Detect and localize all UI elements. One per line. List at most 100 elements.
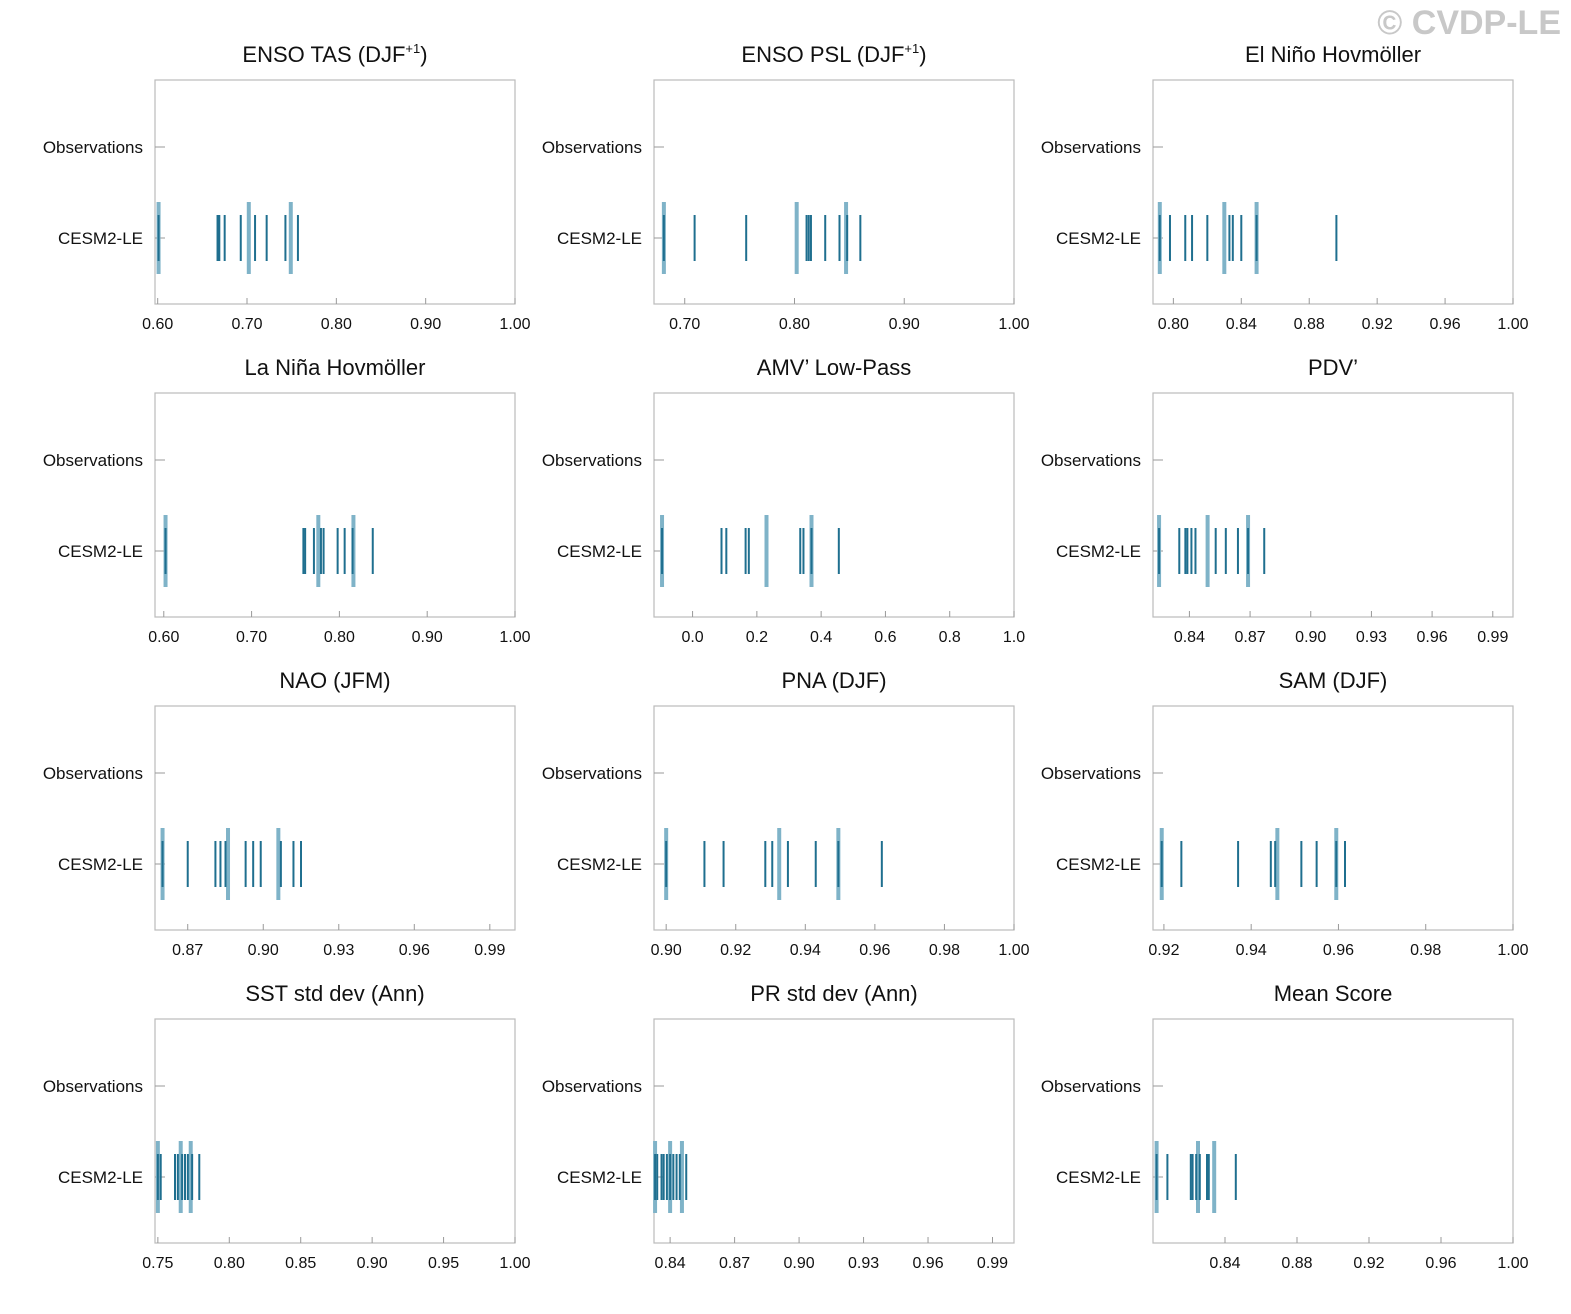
x-tick-label: 0.99 <box>1477 629 1508 646</box>
x-tick-label: 0.80 <box>321 316 352 333</box>
x-tick-label: 0.99 <box>977 1255 1008 1272</box>
row-label-model: CESM2-LE <box>58 1168 143 1187</box>
x-tick-label: 1.00 <box>499 316 530 333</box>
x-tick-label: 0.2 <box>746 629 768 646</box>
strip-chart-3: El Niño Hovmöller Observations CESM2-LE 0.8… <box>1041 42 1529 333</box>
row-label-observations: Observations <box>43 451 143 470</box>
x-tick-label: 0.0 <box>681 629 703 646</box>
x-tick-label: 0.93 <box>323 942 354 959</box>
x-tick-label: 1.0 <box>1003 629 1025 646</box>
x-tick-label: 0.96 <box>912 1255 943 1272</box>
x-tick-label: 0.84 <box>1209 1255 1240 1272</box>
row-label-observations: Observations <box>1041 764 1141 783</box>
row-label-model: CESM2-LE <box>1056 542 1141 561</box>
x-tick-label: 0.90 <box>1295 629 1326 646</box>
row-label-observations: Observations <box>1041 451 1141 470</box>
x-tick-label: 0.88 <box>1294 316 1325 333</box>
x-tick-label: 0.92 <box>1362 316 1393 333</box>
x-tick-label: 0.87 <box>1235 629 1266 646</box>
chart-title: Mean Score <box>1274 981 1393 1006</box>
x-tick-label: 0.94 <box>790 942 821 959</box>
row-label-model: CESM2-LE <box>557 855 642 874</box>
x-tick-label: 0.85 <box>285 1255 316 1272</box>
x-tick-label: 0.80 <box>779 316 810 333</box>
chart-title-text: PDV’ <box>1308 355 1358 380</box>
x-tick-label: 0.80 <box>324 629 355 646</box>
plot-frame <box>154 705 516 931</box>
row-label-model: CESM2-LE <box>1056 855 1141 874</box>
x-tick-label: 1.00 <box>998 316 1029 333</box>
chart-title: ENSO TAS (DJF+1) <box>242 41 427 67</box>
plot-frame <box>1152 1018 1514 1244</box>
x-tick-label: 0.92 <box>720 942 751 959</box>
x-tick-label: 0.96 <box>1417 629 1448 646</box>
x-tick-label: 0.93 <box>1356 629 1387 646</box>
x-tick-label: 0.98 <box>1410 942 1441 959</box>
x-tick-label: 0.96 <box>1430 316 1461 333</box>
x-tick-label: 0.92 <box>1353 1255 1384 1272</box>
chart-title-text: SST std dev (Ann) <box>245 981 424 1006</box>
x-tick-label: 0.80 <box>214 1255 245 1272</box>
strip-chart-9: SAM (DJF) Observations CESM2-LE 0.92 0.94 0.9… <box>1041 668 1529 959</box>
chart-title-text: SAM (DJF) <box>1279 668 1388 693</box>
strip-chart-11: PR std dev (Ann) Observations CESM2-LE 0.84… <box>542 981 1015 1272</box>
row-label-model: CESM2-LE <box>1056 229 1141 248</box>
x-tick-label: 1.00 <box>499 629 530 646</box>
x-tick-label: 0.87 <box>719 1255 750 1272</box>
x-tick-label: 0.90 <box>248 942 279 959</box>
x-tick-label: 0.92 <box>1148 942 1179 959</box>
watermark: © CVDP-LE <box>1377 4 1561 42</box>
plot-frame <box>154 79 516 305</box>
plot-frame <box>653 79 1015 305</box>
x-tick-label: 1.00 <box>1497 1255 1528 1272</box>
row-label-observations: Observations <box>43 764 143 783</box>
chart-title: NAO (JFM) <box>279 668 390 693</box>
row-label-model: CESM2-LE <box>1056 1168 1141 1187</box>
x-tick-label: 0.94 <box>1236 942 1267 959</box>
x-tick-label: 0.98 <box>929 942 960 959</box>
x-tick-label: 0.90 <box>784 1255 815 1272</box>
x-tick-label: 0.8 <box>939 629 961 646</box>
chart-title-text: El Niño Hovmöller <box>1245 42 1421 67</box>
row-label-observations: Observations <box>1041 1077 1141 1096</box>
x-tick-label: 0.95 <box>428 1255 459 1272</box>
row-label-model: CESM2-LE <box>58 229 143 248</box>
chart-title-text: Mean Score <box>1274 981 1393 1006</box>
x-tick-label: 0.90 <box>889 316 920 333</box>
chart-title: El Niño Hovmöller <box>1245 42 1421 67</box>
row-label-observations: Observations <box>542 451 642 470</box>
x-tick-label: 0.84 <box>1174 629 1205 646</box>
strip-chart-5: AMV’ Low-Pass Observations CESM2-LE 0.0 0.2 0… <box>542 355 1025 646</box>
plot-frame <box>1152 79 1514 305</box>
strip-chart-2: ENSO PSL (DJF+1) Observations CESM2-LE 0.70… <box>542 41 1030 333</box>
x-tick-label: 0.96 <box>1323 942 1354 959</box>
chart-title: SAM (DJF) <box>1279 668 1388 693</box>
x-tick-label: 1.00 <box>1497 316 1528 333</box>
x-tick-label: 0.84 <box>655 1255 686 1272</box>
x-tick-label: 1.00 <box>1497 942 1528 959</box>
x-tick-label: 0.6 <box>874 629 896 646</box>
strip-chart-1: ENSO TAS (DJF+1) Observations CESM2-LE 0.60… <box>43 41 531 333</box>
strip-chart-6: PDV’ Observations CESM2-LE 0.84 0.87 0.90 0.93… <box>1041 355 1514 646</box>
chart-title-text: ENSO TAS (DJF <box>242 42 405 67</box>
chart-title-superscript: +1 <box>904 41 919 56</box>
row-label-observations: Observations <box>542 138 642 157</box>
chart-title-suffix: ) <box>919 42 926 67</box>
plot-frame <box>1152 705 1514 931</box>
x-tick-label: 0.96 <box>399 942 430 959</box>
row-label-observations: Observations <box>542 1077 642 1096</box>
x-tick-label: 0.93 <box>848 1255 879 1272</box>
row-label-model: CESM2-LE <box>58 855 143 874</box>
chart-title: PNA (DJF) <box>781 668 886 693</box>
plot-frame <box>1152 392 1514 618</box>
plot-frame <box>154 392 516 618</box>
row-label-model: CESM2-LE <box>557 542 642 561</box>
x-tick-label: 0.80 <box>1158 316 1189 333</box>
strip-chart-10: SST std dev (Ann) Observations CESM2-LE 0.7… <box>43 981 531 1272</box>
row-label-observations: Observations <box>1041 138 1141 157</box>
chart-title-text: ENSO PSL (DJF <box>741 42 904 67</box>
chart-title-text: NAO (JFM) <box>279 668 390 693</box>
x-tick-label: 0.84 <box>1226 316 1257 333</box>
x-tick-label: 0.60 <box>142 316 173 333</box>
